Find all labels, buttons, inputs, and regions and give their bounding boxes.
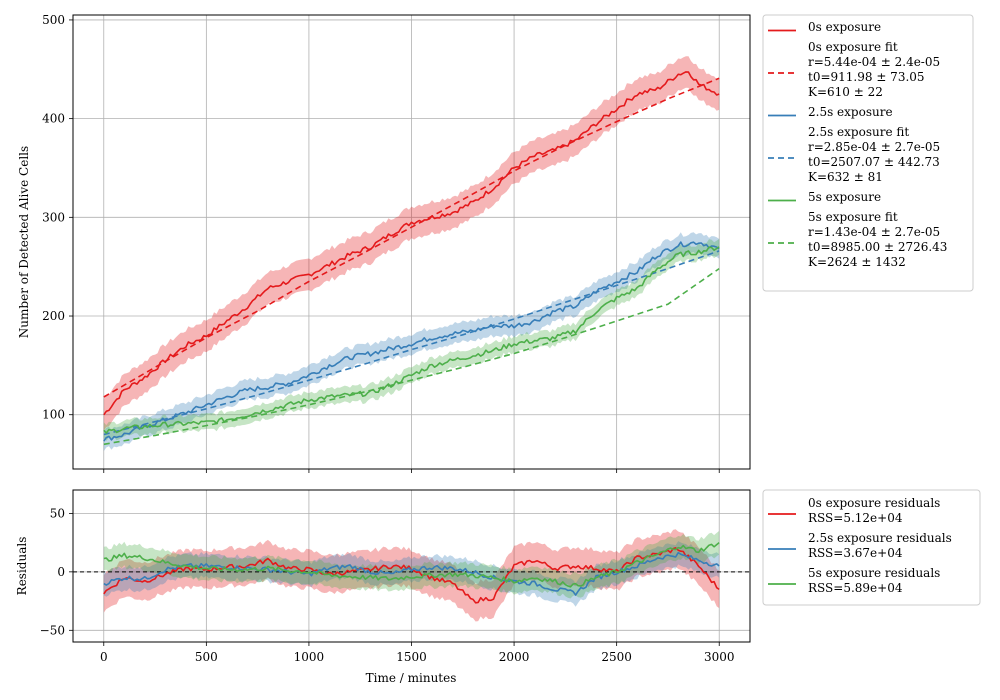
series-line xyxy=(103,241,720,442)
residuals-uncertainty-bands xyxy=(103,529,720,622)
residuals-axes: 0 500 1000 1500 2000 2500 3000 −50 0 50 Residuals… xyxy=(15,489,751,685)
uncertainty-band xyxy=(103,541,720,607)
main-axes: 100 200 300 400 500 Number of Detected Alive… xyxy=(17,13,751,473)
x-tick-label: 1500 xyxy=(396,650,427,664)
legend-label: t0=8985.00 ± 2726.43 xyxy=(808,240,947,254)
residuals-grid xyxy=(73,490,750,642)
legend-label: RSS=5.12e+04 xyxy=(808,511,903,525)
legend-label: 5s exposure xyxy=(808,190,881,204)
x-tick-label: 2000 xyxy=(499,650,530,664)
y-tick-label: 200 xyxy=(42,309,65,323)
legend-label: 5s exposure residuals xyxy=(808,566,940,580)
legend-label: 0s exposure xyxy=(808,20,881,34)
residuals-legend-frame xyxy=(762,489,981,606)
uncertainty-band xyxy=(103,56,720,431)
fit-line xyxy=(103,77,720,398)
y-tick-label: 100 xyxy=(42,408,65,422)
x-tick-label: 0 xyxy=(100,650,108,664)
main-ticks: 100 200 300 400 500 xyxy=(42,13,720,473)
series-line xyxy=(103,71,720,416)
uncertainty-band xyxy=(103,529,720,622)
legend-label: 2.5s exposure fit xyxy=(808,125,909,139)
uncertainty-band xyxy=(103,232,720,452)
legend-label: RSS=5.89e+04 xyxy=(808,581,903,595)
x-axis-label: Time / minutes xyxy=(366,671,457,685)
legend-label: r=2.85e-04 ± 2.7e-05 xyxy=(808,140,940,154)
uncertainty-band xyxy=(103,530,720,599)
y-tick-label: 0 xyxy=(57,565,65,579)
residuals-y-axis-label: Residuals xyxy=(15,537,29,596)
main-y-axis-label: Number of Detected Alive Cells xyxy=(17,146,31,338)
residuals-series-lines xyxy=(103,541,720,604)
legend-label: 0s exposure fit xyxy=(808,40,898,54)
series-line xyxy=(103,541,720,588)
y-tick-label: 400 xyxy=(42,112,65,126)
series-line xyxy=(103,246,720,434)
legend-label: 0s exposure residuals xyxy=(808,496,940,510)
legend-label: t0=2507.07 ± 442.73 xyxy=(808,155,940,169)
legend-label: 5s exposure fit xyxy=(808,210,898,224)
main-series-lines xyxy=(103,71,720,446)
y-tick-label: 500 xyxy=(42,13,65,27)
legend-label: r=1.43e-04 ± 2.7e-05 xyxy=(808,225,940,239)
legend-label: 2.5s exposure xyxy=(808,105,893,119)
legend-label: K=2624 ± 1432 xyxy=(808,255,906,269)
series-line xyxy=(103,551,720,596)
main-legend-frame xyxy=(762,14,974,292)
legend-label: K=632 ± 81 xyxy=(808,170,883,184)
legend-label: RSS=3.67e+04 xyxy=(808,546,903,560)
residuals-ticks: 0 500 1000 1500 2000 2500 3000 −50 0 50 xyxy=(40,506,735,664)
fit-line xyxy=(103,267,720,446)
x-tick-label: 1000 xyxy=(294,650,325,664)
x-tick-label: 3000 xyxy=(704,650,735,664)
legend-label: K=610 ± 22 xyxy=(808,85,883,99)
legend-label: t0=911.98 ± 73.05 xyxy=(808,70,925,84)
y-tick-label: −50 xyxy=(40,623,65,637)
legend-label: 2.5s exposure residuals xyxy=(808,531,952,545)
fit-line xyxy=(103,250,720,436)
x-tick-label: 500 xyxy=(195,650,218,664)
y-tick-label: 50 xyxy=(50,506,65,520)
legend-label: r=5.44e-04 ± 2.4e-05 xyxy=(808,55,940,69)
x-tick-label: 2500 xyxy=(601,650,632,664)
y-tick-label: 300 xyxy=(42,210,65,224)
